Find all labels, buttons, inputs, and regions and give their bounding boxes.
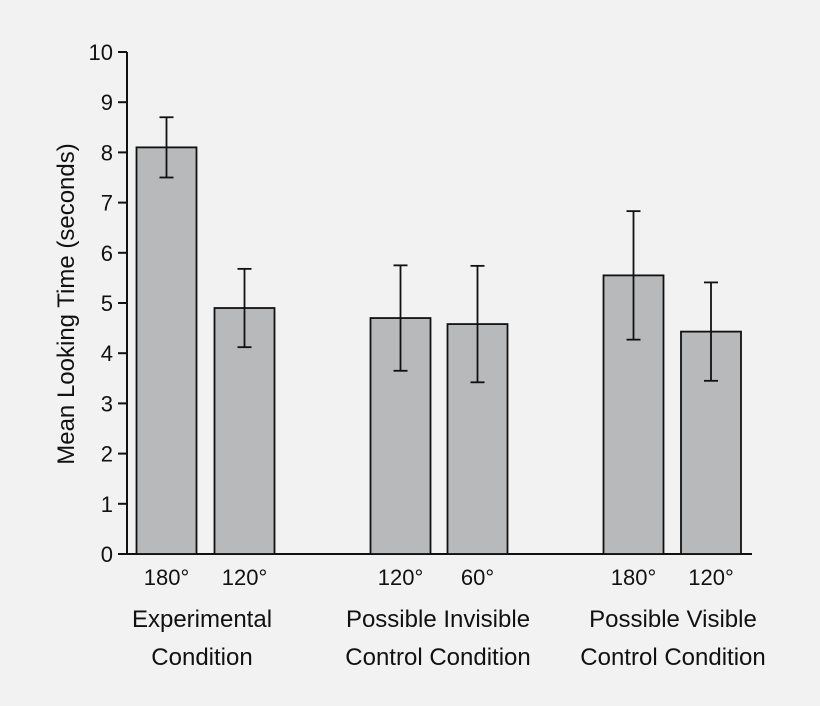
group-labels: Experimental Condition Possible Invisible C… xyxy=(132,606,766,671)
y-tick-label: 4 xyxy=(101,341,113,366)
group-label-line: Experimental xyxy=(132,606,272,633)
bar xyxy=(213,307,276,555)
bar xyxy=(369,317,432,555)
y-tick-label: 10 xyxy=(89,40,113,65)
y-tick-label: 5 xyxy=(101,291,113,316)
group-label-line: Control Condition xyxy=(345,644,530,671)
group-label-line: Condition xyxy=(151,644,252,671)
error-bar xyxy=(626,210,641,341)
group-label-line: Possible Invisible xyxy=(346,606,530,633)
x-category-label: 60° xyxy=(461,565,494,590)
error-bar xyxy=(393,264,408,372)
category-labels: 180° 120° 120° 60° 180° 120° xyxy=(144,565,734,590)
error-bar xyxy=(237,267,252,349)
x-category-label: 120° xyxy=(688,565,734,590)
y-tick-label: 7 xyxy=(101,191,113,216)
error-bar xyxy=(704,281,718,382)
y-axis-title: Mean Looking Time (seconds) xyxy=(53,143,80,465)
bars xyxy=(135,146,742,555)
y-tick-label: 3 xyxy=(101,391,113,416)
y-tick-label: 9 xyxy=(101,90,113,115)
error-bar xyxy=(159,116,174,179)
y-tick-label: 1 xyxy=(101,492,113,517)
error-bars xyxy=(159,116,718,384)
y-tick-label: 2 xyxy=(101,442,113,467)
bar xyxy=(135,146,198,555)
error-bar xyxy=(470,264,485,384)
x-category-label: 120° xyxy=(378,565,424,590)
x-category-label: 120° xyxy=(222,565,268,590)
group-label-line: Possible Visible xyxy=(589,606,757,633)
y-tick-label: 8 xyxy=(101,140,113,165)
y-axis: Mean Looking Time (seconds) 0 1 2 3 4 5 6 7 8 9 10 xyxy=(53,40,128,567)
y-tick-label: 6 xyxy=(101,241,113,266)
x-category-label: 180° xyxy=(144,565,190,590)
y-tick-label: 0 xyxy=(101,542,113,567)
group-label-line: Control Condition xyxy=(580,644,765,671)
x-category-label: 180° xyxy=(611,565,657,590)
